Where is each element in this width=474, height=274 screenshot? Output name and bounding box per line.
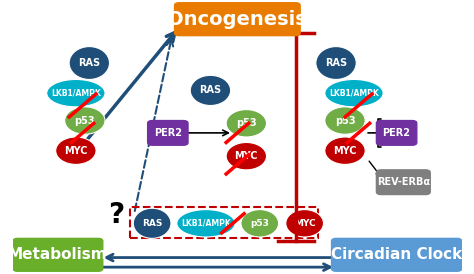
Text: PER2: PER2 — [154, 128, 182, 138]
FancyBboxPatch shape — [174, 3, 300, 36]
Ellipse shape — [47, 79, 105, 107]
Text: Circadian Clock: Circadian Clock — [331, 247, 462, 262]
Text: RAS: RAS — [200, 85, 221, 95]
Text: Oncogenesis: Oncogenesis — [167, 10, 307, 29]
Ellipse shape — [190, 75, 231, 105]
Ellipse shape — [69, 47, 109, 79]
Text: Metabolism: Metabolism — [8, 247, 108, 262]
Text: MYC: MYC — [64, 146, 88, 156]
FancyBboxPatch shape — [376, 170, 430, 195]
Ellipse shape — [241, 210, 279, 237]
Ellipse shape — [286, 210, 323, 237]
Ellipse shape — [316, 47, 356, 79]
Text: MYC: MYC — [333, 146, 357, 156]
FancyBboxPatch shape — [331, 238, 462, 271]
Ellipse shape — [226, 110, 266, 137]
Text: p53: p53 — [74, 116, 95, 125]
Text: LKB1/AMPK: LKB1/AMPK — [181, 219, 231, 228]
Ellipse shape — [177, 210, 235, 237]
FancyBboxPatch shape — [376, 121, 417, 145]
Ellipse shape — [64, 107, 105, 134]
Ellipse shape — [325, 107, 365, 134]
Ellipse shape — [226, 142, 266, 170]
Text: p53: p53 — [335, 116, 356, 125]
Text: PER2: PER2 — [383, 128, 410, 138]
FancyBboxPatch shape — [147, 121, 188, 145]
Ellipse shape — [325, 79, 383, 107]
Text: LKB1/AMPK: LKB1/AMPK — [329, 89, 379, 98]
Text: ?: ? — [108, 201, 124, 229]
Ellipse shape — [55, 137, 96, 164]
Ellipse shape — [133, 208, 171, 238]
Text: RAS: RAS — [142, 219, 162, 228]
Text: p53: p53 — [250, 219, 269, 228]
Text: LKB1/AMPK: LKB1/AMPK — [51, 89, 101, 98]
Text: REV-ERBα: REV-ERBα — [377, 177, 430, 187]
Text: MYC: MYC — [294, 219, 316, 228]
Text: RAS: RAS — [78, 58, 100, 68]
Text: RAS: RAS — [325, 58, 347, 68]
FancyBboxPatch shape — [13, 238, 103, 271]
Text: p53: p53 — [236, 118, 256, 128]
Text: MYC: MYC — [235, 151, 258, 161]
Ellipse shape — [325, 137, 365, 164]
Bar — [130, 207, 318, 238]
